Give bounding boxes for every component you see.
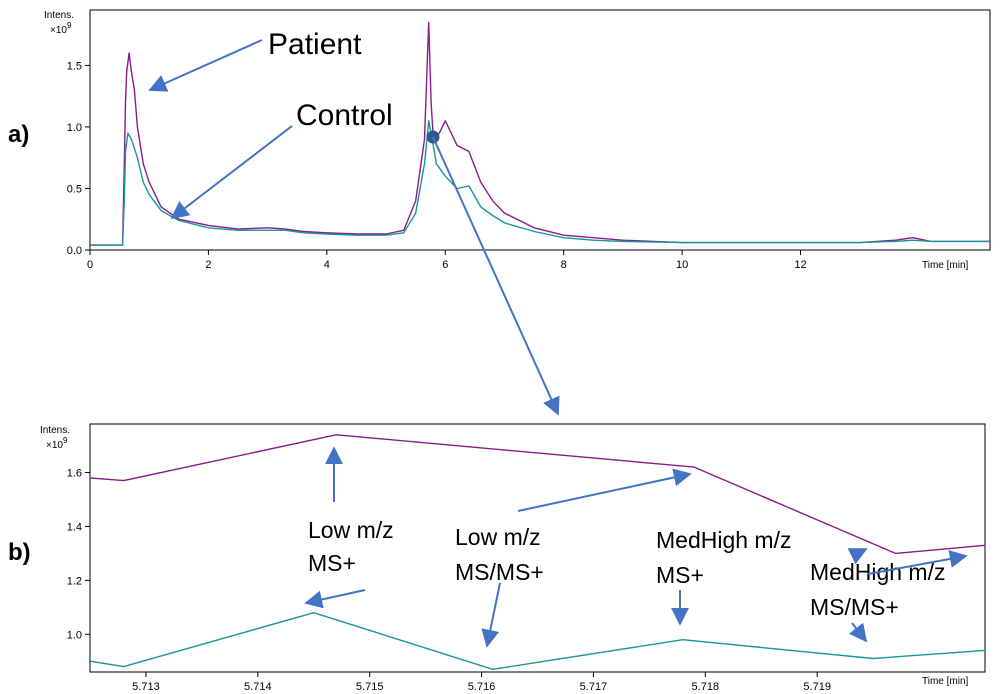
chart-a-ytick-label: 0.0 — [67, 245, 82, 257]
chart-a-xlabel: Time [min] — [922, 260, 969, 271]
chart-a-xtick-label: 0 — [87, 259, 93, 271]
chart-b-ylabel: Intens. — [40, 425, 70, 436]
chart-b-yticks: 1.0 1.2 1.4 1.6 — [67, 468, 90, 641]
chart-b-xticks: 5.713 5.714 5.715 5.716 5.717 5.718 5.719 — [132, 672, 831, 693]
annotation-low-msms-line1: Low m/z — [455, 524, 541, 550]
chart-a: Intens. ×109 Time [min] 0 2 4 6 8 10 12 0.0 0.5… — [44, 9, 991, 271]
arrow-patient — [148, 39, 263, 92]
annotation-low-ms-line2: MS+ — [308, 550, 356, 576]
annotation-patient: Patient — [268, 28, 362, 61]
chart-a-frame — [89, 9, 991, 251]
chart-a-xticks: 0 2 4 6 8 10 12 — [87, 250, 807, 271]
chart-b-ytick-label: 1.0 — [67, 629, 82, 641]
chart-b-series — [89, 434, 986, 670]
arrow-low-msms-up — [517, 468, 692, 512]
chart-a-xtick-label: 8 — [561, 259, 567, 271]
chart-b-ytick-label: 1.6 — [67, 468, 82, 480]
chart-a-yticks: 0.0 0.5 1.0 1.5 — [67, 60, 90, 257]
chart-b-xtick-label: 5.714 — [244, 681, 272, 693]
chart-b-xtick-label: 5.718 — [692, 681, 720, 693]
arrow-low-ms-down — [304, 589, 366, 609]
zoom-connector-arrow — [432, 136, 560, 416]
chart-b-ytick-label: 1.2 — [67, 575, 82, 587]
chart-a-yunit: ×109 — [50, 21, 72, 36]
arrow-medhigh-msms-up — [867, 550, 968, 575]
chart-a-ylabel: Intens. — [44, 10, 74, 21]
chart-b-ytick-label: 1.4 — [67, 521, 82, 533]
panel-label-b: b) — [8, 539, 31, 566]
chart-a-ytick-label: 0.5 — [67, 183, 82, 195]
annotation-medhigh-ms-line1: MedHigh m/z — [656, 527, 791, 553]
annotation-medhigh-ms-line2: MS+ — [656, 562, 704, 588]
chart-b-xlabel: Time [min] — [922, 676, 969, 687]
chart-a-ytick-label: 1.5 — [67, 60, 82, 72]
chart-b-xtick-label: 5.716 — [468, 681, 496, 693]
chart-b-xtick-label: 5.713 — [132, 681, 160, 693]
annotation-medhigh-msms-line2: MS/MS+ — [810, 594, 899, 620]
annotation-low-msms-line2: MS/MS+ — [455, 559, 544, 585]
chart-a-xtick-label: 2 — [205, 259, 211, 271]
annotation-control: Control — [296, 99, 393, 132]
chart-a-ytick-label: 1.0 — [67, 122, 82, 134]
chart-b-xtick-label: 5.719 — [803, 681, 831, 693]
panel-label-a: a) — [8, 121, 29, 148]
chart-b-frame — [89, 423, 986, 673]
chart-a-xtick-label: 6 — [442, 259, 448, 271]
chart-b-series-line-1 — [89, 612, 986, 670]
chart-a-series — [90, 21, 990, 246]
arrow-low-msms-down — [481, 582, 501, 648]
chart-a-xtick-label: 10 — [676, 259, 688, 271]
arrow-medhigh-msms-down — [848, 622, 868, 643]
chart-b-series-line-0 — [89, 434, 986, 555]
chart-b-xtick-label: 5.715 — [356, 681, 384, 693]
chart-a-xtick-label: 12 — [794, 259, 806, 271]
chart-a-xtick-label: 4 — [324, 259, 330, 271]
arrow-control — [170, 125, 293, 220]
chart-b: Intens. ×109 Time [min] 5.713 5.714 5.715 5… — [40, 423, 986, 693]
chart-b-xtick-label: 5.717 — [580, 681, 608, 693]
arrow-medhigh-ms-up — [847, 548, 868, 565]
annotation-low-ms-line1: Low m/z — [308, 517, 394, 543]
chart-b-yunit: ×109 — [46, 436, 68, 451]
chart-a-series-line-control — [90, 120, 990, 246]
